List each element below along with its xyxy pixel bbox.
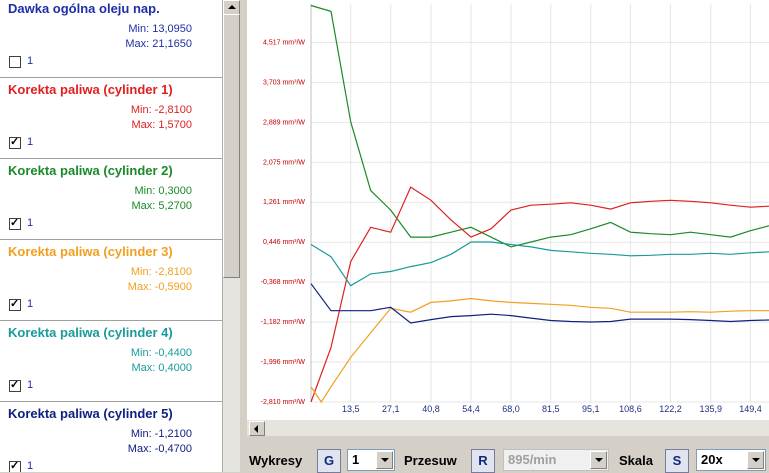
- arrow-left-icon: [254, 425, 258, 433]
- parameter-axis-number: 1: [27, 55, 34, 67]
- x-tick-label: 68,0: [502, 404, 520, 414]
- parameter-checkbox[interactable]: [9, 297, 21, 311]
- parameter-panel: Korekta paliwa (cylinder 5) Min: -1,2100 M…: [0, 402, 222, 472]
- parameter-panel: Korekta paliwa (cylinder 1) Min: -2,8100 M…: [0, 78, 222, 159]
- scroll-left-button[interactable]: [249, 421, 265, 436]
- chart-area: 4,517 mm³/W 3,703 mm³/W 2,889 mm³/W 2,075 m…: [247, 0, 769, 420]
- vertical-scrollbar[interactable]: [222, 0, 240, 472]
- parameter-checkbox[interactable]: [9, 135, 21, 149]
- parameter-title: Korekta paliwa (cylinder 1): [8, 82, 173, 97]
- y-tick-label: 2,075 mm³/W: [263, 159, 305, 166]
- parameter-panel: Dawka ogólna oleju nap. Min: 13,0950 Max: …: [0, 0, 222, 78]
- parameter-title: Korekta paliwa (cylinder 2): [8, 163, 173, 178]
- x-tick-label: 27,1: [382, 404, 400, 414]
- parameter-checkbox[interactable]: [9, 378, 21, 392]
- parameter-max: Max: -0,4700: [127, 443, 192, 455]
- skala-select[interactable]: 20x: [696, 449, 766, 471]
- y-tick-label: 0,446 mm³/W: [263, 239, 305, 246]
- chevron-down-icon: [594, 458, 603, 462]
- line-chart: 4,517 mm³/W 3,703 mm³/W 2,889 mm³/W 2,075 m…: [261, 4, 769, 414]
- skala-label: Skala: [619, 453, 653, 468]
- dropdown-button[interactable]: [376, 451, 393, 469]
- parameter-panel: Korekta paliwa (cylinder 2) Min: 0,3000 Ma…: [0, 159, 222, 240]
- y-tick-label: 2,889 mm³/W: [263, 119, 305, 126]
- wykresy-value: 1: [352, 452, 360, 467]
- parameter-title: Korekta paliwa (cylinder 3): [8, 244, 173, 259]
- parameter-min: Min: 0,3000: [134, 185, 192, 197]
- x-tick-label: 108,6: [619, 404, 642, 414]
- x-tick-label: 135,9: [699, 404, 722, 414]
- x-tick-label: 81,5: [542, 404, 560, 414]
- series-line: [310, 241, 769, 287]
- parameter-title: Dawka ogólna oleju nap.: [8, 1, 160, 16]
- series-line: [310, 186, 769, 403]
- dropdown-button[interactable]: [747, 451, 764, 469]
- dropdown-button[interactable]: [590, 451, 607, 469]
- parameter-max: Max: -0,5900: [127, 281, 192, 293]
- parameter-axis-number: 1: [27, 379, 34, 391]
- skala-key-button[interactable]: S: [665, 449, 689, 473]
- parameter-max: Max: 5,2700: [131, 200, 192, 212]
- parameter-min: Min: -2,8100: [130, 104, 192, 116]
- parameter-min: Min: -1,2100: [130, 428, 192, 440]
- chevron-down-icon: [751, 458, 760, 462]
- parameter-max: Max: 21,1650: [125, 38, 192, 50]
- parameter-axis-number: 1: [27, 136, 34, 148]
- x-tick-label: 149,4: [739, 404, 762, 414]
- series-line: [310, 4, 769, 248]
- parameter-min: Min: -0,4400: [130, 347, 192, 359]
- parameter-panel: Korekta paliwa (cylinder 4) Min: -0,4400 M…: [0, 321, 222, 402]
- toolbar: Wykresy G 1 Przesuw R 895/min Skala S 20…: [247, 444, 769, 473]
- horizontal-scrollbar[interactable]: [247, 420, 769, 436]
- wykresy-select[interactable]: 1: [347, 449, 395, 471]
- y-tick-label: -2,810 mm³/W: [261, 399, 306, 406]
- parameter-title: Korekta paliwa (cylinder 4): [8, 325, 173, 340]
- skala-value: 20x: [701, 452, 723, 467]
- wykresy-label: Wykresy: [249, 453, 303, 468]
- scroll-thumb[interactable]: [223, 14, 240, 278]
- parameter-min: Min: -2,8100: [130, 266, 192, 278]
- y-tick-label: -1,182 mm³/W: [261, 319, 306, 326]
- y-tick-label: -0,368 mm³/W: [261, 279, 306, 286]
- x-tick-label: 95,1: [582, 404, 600, 414]
- x-tick-label: 122,2: [659, 404, 682, 414]
- parameter-list: Dawka ogólna oleju nap. Min: 13,0950 Max: …: [0, 0, 222, 472]
- series-line: [310, 297, 769, 404]
- parameter-axis-number: 1: [27, 460, 34, 472]
- parameter-checkbox[interactable]: [9, 216, 21, 230]
- wykresy-key-button[interactable]: G: [317, 449, 341, 473]
- arrow-up-icon: [227, 5, 236, 9]
- x-tick-label: 13,5: [342, 404, 360, 414]
- parameter-panel: Korekta paliwa (cylinder 3) Min: -2,8100 M…: [0, 240, 222, 321]
- x-tick-label: 40,8: [422, 404, 440, 414]
- series-line: [310, 283, 769, 324]
- x-tick-label: 54,4: [462, 404, 480, 414]
- parameter-axis-number: 1: [27, 298, 34, 310]
- przesuw-key-button[interactable]: R: [471, 449, 495, 473]
- parameter-max: Max: 1,5700: [131, 119, 192, 131]
- parameter-axis-number: 1: [27, 217, 34, 229]
- parameter-max: Max: 0,4000: [131, 362, 192, 374]
- parameter-title: Korekta paliwa (cylinder 5): [8, 406, 173, 421]
- y-tick-label: -1,996 mm³/W: [261, 359, 306, 366]
- parameter-min: Min: 13,0950: [128, 23, 192, 35]
- chevron-down-icon: [380, 458, 389, 462]
- parameter-checkbox[interactable]: [9, 459, 21, 472]
- y-tick-label: 1,261 mm³/W: [263, 199, 305, 206]
- przesuw-value: 895/min: [508, 452, 557, 467]
- y-tick-label: 3,703 mm³/W: [263, 79, 305, 86]
- przesuw-label: Przesuw: [404, 453, 457, 468]
- y-tick-label: 4,517 mm³/W: [263, 39, 305, 46]
- przesuw-select[interactable]: 895/min: [503, 449, 609, 471]
- parameter-checkbox[interactable]: [9, 56, 21, 68]
